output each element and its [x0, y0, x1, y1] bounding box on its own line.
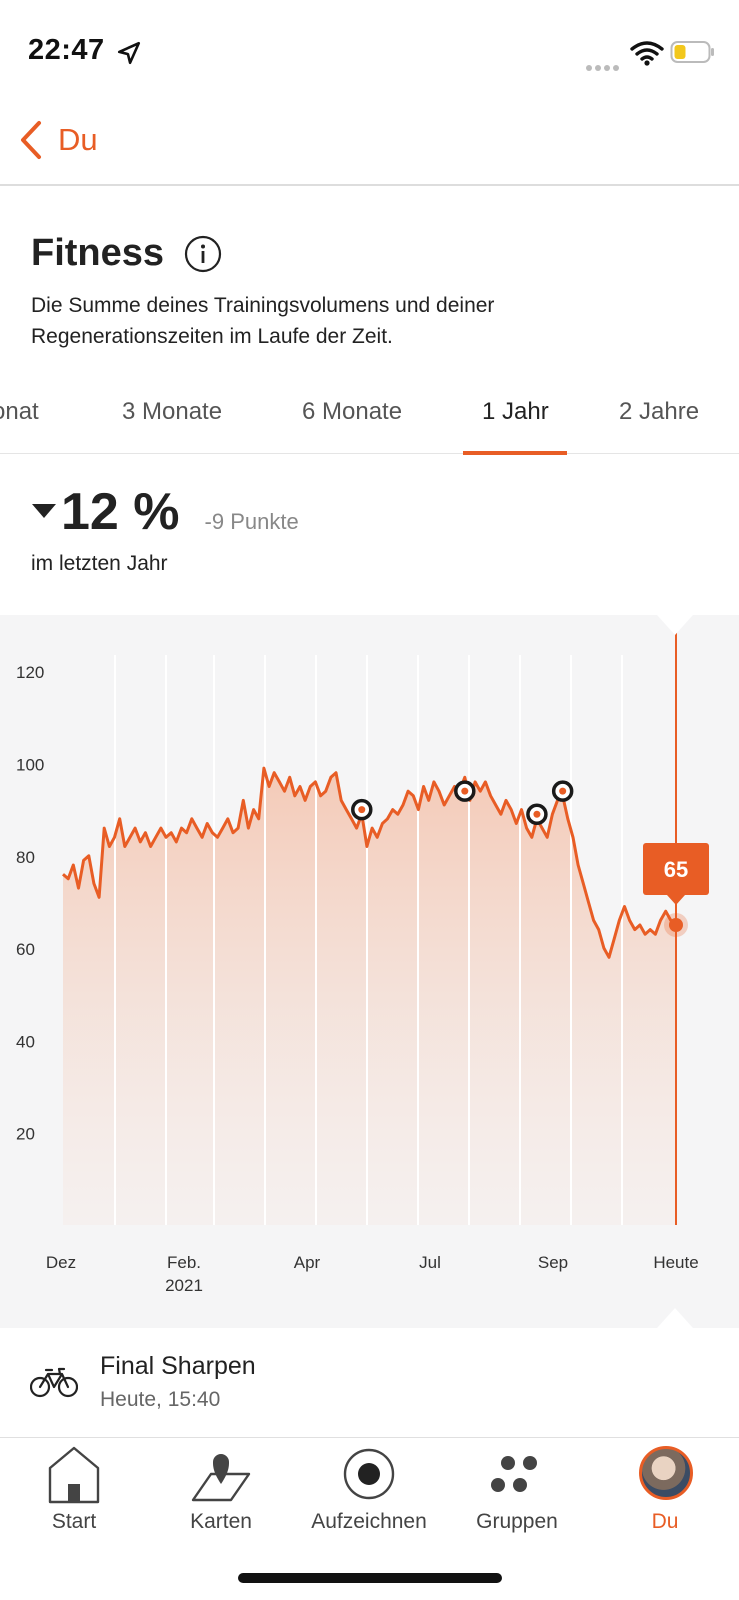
- back-label: Du: [58, 122, 98, 157]
- page-title: Fitness: [31, 232, 165, 274]
- chart-notch-bottom: [657, 1308, 693, 1328]
- event-marker-dot-0: [358, 806, 366, 814]
- tab-aufzeichnen[interactable]: Aufzeichnen: [295, 1438, 443, 1548]
- activity-row[interactable]: Final Sharpen Heute, 15:40: [0, 1328, 739, 1438]
- home-icon: [48, 1446, 100, 1504]
- record-icon: [343, 1448, 395, 1500]
- tab-1-monat[interactable]: onat: [0, 398, 39, 425]
- value-callout-pointer: [667, 895, 685, 905]
- activity-name: Final Sharpen: [100, 1352, 256, 1380]
- tab-start[interactable]: Start: [0, 1438, 148, 1548]
- tab-karten[interactable]: Karten: [147, 1438, 295, 1548]
- tab-1-jahr[interactable]: 1 Jahr: [482, 398, 549, 425]
- chart-notch-top: [657, 615, 693, 635]
- status-time: 22:47: [28, 34, 105, 66]
- x-tick-label: Heute: [653, 1253, 698, 1272]
- battery-icon: [670, 41, 714, 63]
- wifi-icon: [630, 41, 664, 66]
- activity-time: Heute, 15:40: [100, 1388, 221, 1411]
- change-caption: im letzten Jahr: [31, 552, 168, 575]
- value-callout: [643, 843, 709, 895]
- tab-2-jahre[interactable]: 2 Jahre: [619, 398, 700, 425]
- bike-icon: [30, 1367, 78, 1398]
- nav-bar: Du: [0, 100, 739, 186]
- home-indicator: [238, 1573, 502, 1583]
- info-icon[interactable]: [184, 235, 222, 273]
- active-tab-indicator: [463, 451, 567, 455]
- tab-3-monate[interactable]: 3 Monate: [122, 398, 223, 425]
- tab-6-monate[interactable]: 6 Monate: [302, 398, 403, 425]
- y-tick-label: 100: [16, 755, 44, 774]
- x-tick-label: Feb.: [167, 1253, 201, 1272]
- back-button[interactable]: Du: [18, 120, 98, 160]
- tab-du-label: Du: [651, 1510, 679, 1533]
- status-bar: 22:47: [0, 0, 739, 100]
- current-point: [669, 918, 683, 932]
- chevron-left-icon: [21, 121, 41, 159]
- groups-icon: [491, 1456, 537, 1492]
- x-tick-label: Jul: [419, 1253, 441, 1272]
- title-row: Fitness: [31, 232, 222, 275]
- fitness-line: [62, 766, 677, 959]
- tab-gruppen-label: Gruppen: [476, 1510, 558, 1533]
- change-value: 12 %: [61, 483, 180, 541]
- map-icon: [191, 1454, 251, 1502]
- tab-aufzeichnen-label: Aufzeichnen: [311, 1510, 427, 1533]
- change-points: -9 Punkte: [204, 509, 299, 534]
- location-arrow-icon: [117, 41, 141, 65]
- y-tick-label: 40: [16, 1032, 35, 1051]
- fitness-chart[interactable]: 120 100 80 60 40 20 65 Dez Feb. 2021 Apr Jul Sep Heut…: [0, 615, 739, 1328]
- event-marker-dot-1: [461, 787, 469, 795]
- y-tick-label: 80: [16, 848, 35, 867]
- range-tabs: onat 3 Monate 6 Monate 1 Jahr 2 Jahre: [0, 382, 739, 455]
- signal-icon: [586, 58, 622, 76]
- fitness-chart-svg: 120 100 80 60 40 20 65 Dez Feb. 2021 Apr Jul Sep Heut…: [16, 627, 709, 1295]
- chart-area: [63, 768, 676, 1225]
- tab-karten-label: Karten: [190, 1510, 252, 1533]
- x-tick-label: Apr: [294, 1253, 321, 1272]
- fitness-summary: 12 % -9 Punkte: [31, 482, 299, 542]
- triangle-down-icon: [32, 504, 56, 518]
- y-tick-label: 20: [16, 1125, 35, 1144]
- x-tick-label: Dez: [46, 1253, 76, 1272]
- event-marker-dot-3: [559, 787, 567, 795]
- avatar: [639, 1446, 693, 1500]
- x-tick-sublabel: 2021: [165, 1276, 203, 1295]
- value-callout-label: 65: [664, 857, 688, 882]
- description: Die Summe deines Trainingsvolumens und d…: [31, 294, 495, 348]
- event-marker-dot-2: [533, 810, 541, 818]
- x-tick-label: Sep: [538, 1253, 568, 1272]
- tab-start-label: Start: [51, 1510, 97, 1533]
- tab-gruppen[interactable]: Gruppen: [443, 1438, 591, 1548]
- tab-du[interactable]: Du: [591, 1438, 739, 1548]
- y-tick-label: 120: [16, 663, 44, 682]
- y-tick-label: 60: [16, 940, 35, 959]
